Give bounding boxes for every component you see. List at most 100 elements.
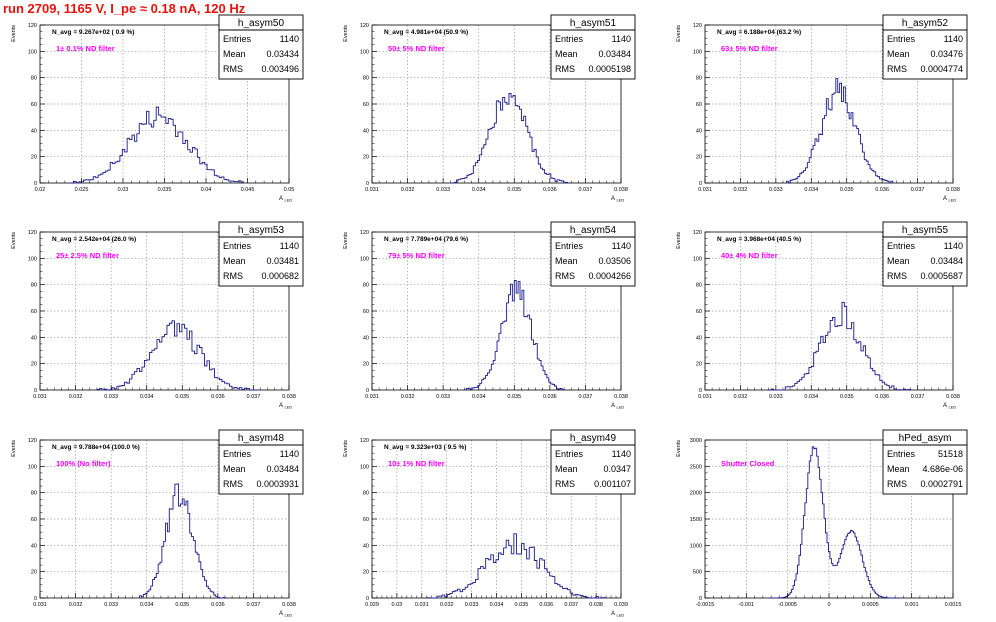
stats-box xyxy=(882,14,968,80)
x-tick-label: -0.0015 xyxy=(696,602,715,608)
y-tick-label: 100 xyxy=(28,49,37,55)
x-tick-label: 0.031 xyxy=(698,187,712,193)
stats-value: 0.0004774 xyxy=(920,64,963,74)
y-tick-label: 80 xyxy=(363,283,369,289)
x-tick-label: 0.032 xyxy=(401,187,415,193)
stats-label: Entries xyxy=(887,449,916,459)
y-tick-label: 0 xyxy=(699,388,702,394)
y-tick-label: 40 xyxy=(696,335,702,341)
x-tick-label: 0.032 xyxy=(734,394,748,400)
x-tick-label: 0.032 xyxy=(401,394,415,400)
x-tick-label: 0.034 xyxy=(804,187,818,193)
x-tick-label: 0.034 xyxy=(472,394,486,400)
filter-text: Shutter Closed xyxy=(721,459,775,468)
x-axis-title: A LED xyxy=(943,403,956,410)
x-tick-label: 0.034 xyxy=(472,187,486,193)
stats-box xyxy=(550,14,636,80)
stats-label: Entries xyxy=(555,34,584,44)
x-tick-label: 0.038 xyxy=(282,602,296,608)
x-tick-label: 0.035 xyxy=(515,602,529,608)
histogram-name: h_asym52 xyxy=(902,18,949,29)
stats-box xyxy=(218,429,304,495)
y-tick-label: 120 xyxy=(28,230,37,236)
x-tick-label: 0.033 xyxy=(769,187,783,193)
stats-label: Mean xyxy=(555,464,578,474)
filter-text: 100% (No filter) xyxy=(56,459,111,468)
stats-value: 0.03484 xyxy=(930,256,963,266)
stats-label: RMS xyxy=(223,64,243,74)
y-tick-label: 120 xyxy=(360,23,369,29)
x-tick-label: 0.034 xyxy=(140,602,154,608)
y-tick-label: 80 xyxy=(31,491,37,497)
y-tick-label: 1000 xyxy=(690,543,702,549)
x-axis-title: A LED xyxy=(611,403,624,410)
stats-value: 51518 xyxy=(938,449,963,459)
x-tick-label: 0.037 xyxy=(579,187,593,193)
y-tick-label: 60 xyxy=(31,517,37,523)
y-tick-label: 20 xyxy=(31,362,37,368)
stats-value: 1140 xyxy=(944,34,963,44)
stats-value: 0.001107 xyxy=(594,479,631,489)
stats-box xyxy=(550,429,636,495)
y-tick-label: 0 xyxy=(366,596,369,602)
y-tick-label: 20 xyxy=(31,570,37,576)
stats-label: RMS xyxy=(555,64,575,74)
y-axis-title: Events xyxy=(676,232,682,249)
y-tick-label: 2000 xyxy=(690,491,702,497)
x-axis-title: A LED xyxy=(943,196,956,203)
stats-value: 1140 xyxy=(944,241,963,251)
x-tick-label: 0.031 xyxy=(33,394,47,400)
y-tick-label: 40 xyxy=(363,128,369,134)
filter-text: 25± 2.5% ND filter xyxy=(56,251,119,260)
page-title: run 2709, 1165 V, I_pe ≈ 0.18 nA, 120 Hz xyxy=(3,1,246,16)
stats-box xyxy=(218,221,304,287)
y-axis-title: Events xyxy=(676,440,682,457)
y-tick-label: 60 xyxy=(363,102,369,108)
y-tick-label: 20 xyxy=(696,362,702,368)
stats-label: Mean xyxy=(223,49,246,59)
x-tick-label: -0.001 xyxy=(739,602,755,608)
x-tick-label: 0 xyxy=(827,602,830,608)
y-tick-label: 0 xyxy=(34,596,37,602)
x-tick-label: 0.035 xyxy=(175,602,189,608)
x-tick-label: 0.034 xyxy=(804,394,818,400)
y-tick-label: 100 xyxy=(693,49,702,55)
stats-label: Entries xyxy=(887,34,916,44)
x-tick-label: 0.037 xyxy=(911,187,925,193)
x-tick-label: 0.035 xyxy=(840,187,854,193)
x-tick-label: 0.034 xyxy=(140,394,154,400)
x-tick-label: 0.034 xyxy=(490,602,504,608)
x-tick-label: 0.036 xyxy=(211,394,225,400)
y-tick-label: 80 xyxy=(31,283,37,289)
stats-label: Mean xyxy=(887,464,910,474)
histogram-line xyxy=(139,483,226,599)
y-tick-label: 0 xyxy=(366,181,369,187)
navg-text: N_avg = 3.968e+04 (40.5 %) xyxy=(717,236,801,243)
histogram-name: hPed_asym xyxy=(899,433,952,444)
y-tick-label: 120 xyxy=(693,23,702,29)
stats-value: 0.03481 xyxy=(266,256,299,266)
stats-value: 0.0003931 xyxy=(256,479,299,489)
histogram-line xyxy=(426,533,607,599)
x-axis-title: A LED xyxy=(279,196,292,203)
y-axis-title: Events xyxy=(343,440,349,457)
stats-value: 1140 xyxy=(612,34,631,44)
filter-text: 79± 5% ND filter xyxy=(388,251,445,260)
stats-label: RMS xyxy=(887,271,907,281)
histogram-line xyxy=(768,301,911,391)
y-tick-label: 100 xyxy=(360,256,369,262)
y-tick-label: 100 xyxy=(360,464,369,470)
navg-text: N_avg = 9.267e+02 ( 0.9 %) xyxy=(52,29,134,36)
x-tick-label: 0.025 xyxy=(75,187,89,193)
stats-label: Mean xyxy=(223,464,246,474)
x-tick-label: 0.033 xyxy=(436,187,450,193)
navg-text: N_avg = 4.981e+04 (50.9 %) xyxy=(384,29,468,36)
x-tick-label: 0.035 xyxy=(507,394,521,400)
stats-box xyxy=(550,221,636,287)
y-axis-title: Events xyxy=(676,25,682,42)
histogram-panel-h_asym51: 0.031 0.032 0.033 0.034 0.035 0.036 0.037 0.038… xyxy=(343,14,636,203)
x-tick-label: 0.037 xyxy=(579,394,593,400)
x-tick-label: 0.036 xyxy=(875,187,889,193)
stats-box xyxy=(218,14,304,80)
